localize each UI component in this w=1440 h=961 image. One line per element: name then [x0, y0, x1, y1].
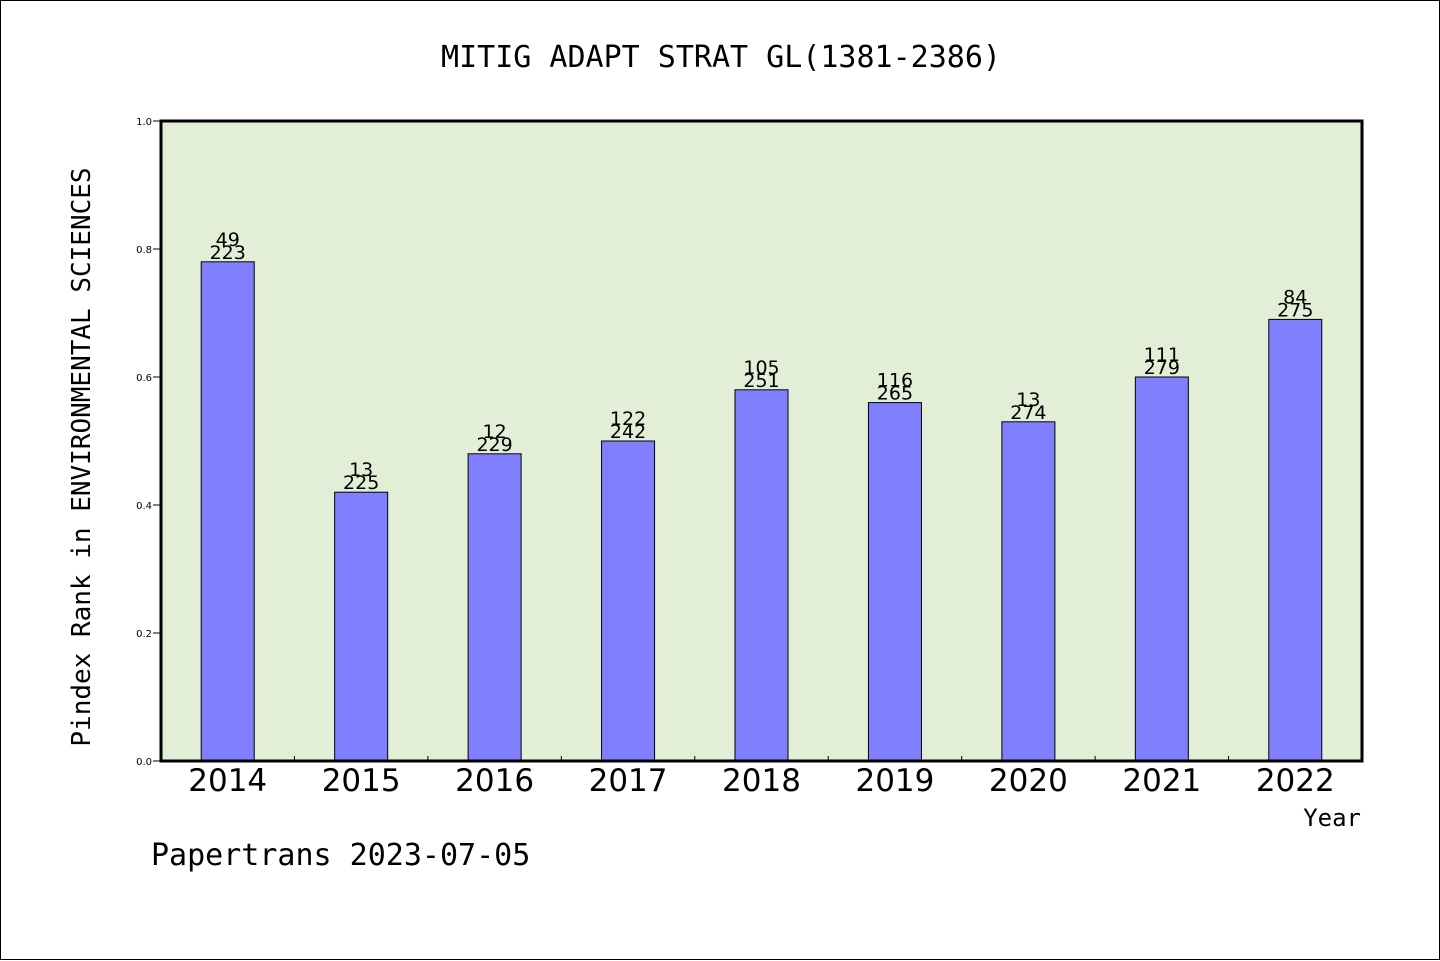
bar — [734, 389, 789, 762]
bar-label-bottom: 279 — [1144, 357, 1180, 379]
x-tick-label: 2021 — [1122, 763, 1201, 799]
y-tick-label: 0.8 — [136, 245, 152, 256]
x-tick-label: 2015 — [322, 763, 401, 799]
bar — [334, 491, 389, 762]
x-tick-label: 2020 — [989, 763, 1068, 799]
bar-label-bottom: 265 — [877, 383, 913, 405]
bar — [867, 402, 922, 762]
x-tick-label: 2019 — [855, 763, 934, 799]
x-tick-label: 2022 — [1256, 763, 1335, 799]
bar-label-bottom: 223 — [210, 242, 246, 264]
x-tick-label: 2017 — [589, 763, 668, 799]
bar — [601, 440, 656, 762]
bar — [200, 261, 255, 762]
y-tick-label: 0.4 — [136, 501, 152, 512]
bar — [1134, 376, 1189, 762]
bar — [1001, 421, 1056, 762]
y-tick-label: 0.6 — [136, 373, 152, 384]
bar-label-top: 13 — [349, 459, 373, 481]
x-axis-label: Year — [1303, 804, 1361, 832]
bar-label-top: 12 — [483, 421, 507, 443]
x-tick-label: 2014 — [188, 763, 267, 799]
bars-group — [200, 261, 1323, 762]
bar — [1268, 318, 1323, 762]
bar-label-bottom: 242 — [610, 421, 646, 443]
bar-label-bottom: 251 — [743, 370, 779, 392]
y-tick-label: 1.0 — [136, 117, 152, 128]
bar-label-top: 122 — [610, 408, 646, 430]
ticks-group: 2014 2015 2016 2017 2018 2019 2020 2021 2022 0.0 0… — [136, 117, 1335, 799]
bar-label-bottom: 275 — [1277, 299, 1313, 321]
bar — [467, 453, 522, 762]
chart-title: MITIG ADAPT STRAT GL(1381-2386) — [441, 40, 1001, 75]
bar-label-top: 111 — [1144, 344, 1180, 366]
bar-label-top: 105 — [743, 357, 779, 379]
bar-label-bottom: 274 — [1010, 402, 1046, 424]
y-tick-label: 0.0 — [136, 757, 152, 768]
x-tick-label: 2016 — [455, 763, 534, 799]
bar-label-top: 84 — [1283, 286, 1307, 308]
bar-label-bottom: 229 — [476, 434, 512, 456]
bar-label-top: 13 — [1016, 389, 1040, 411]
footer-credit: Papertrans 2023-07-05 — [151, 838, 530, 873]
bar-label-top: 116 — [877, 370, 913, 392]
bar-label-top: 49 — [216, 229, 240, 251]
y-axis-label: Pindex Rank in ENVIRONMENTAL SCIENCES — [67, 167, 97, 746]
bar-label-bottom: 225 — [343, 472, 379, 494]
x-tick-label: 2018 — [722, 763, 801, 799]
plot-frame — [159, 119, 1364, 763]
y-tick-label: 0.2 — [136, 629, 152, 640]
